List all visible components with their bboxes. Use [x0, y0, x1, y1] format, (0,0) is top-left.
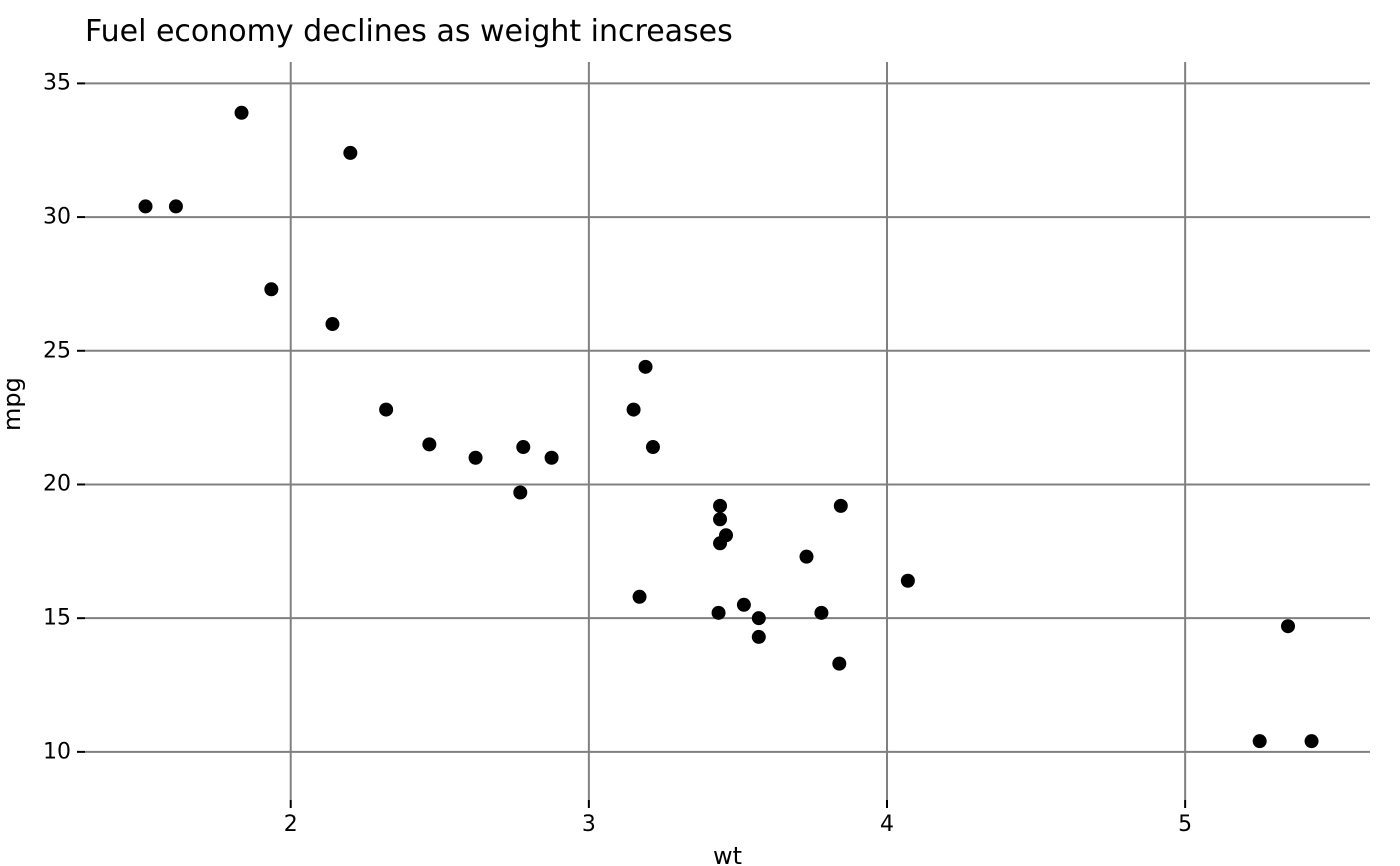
data-point: [422, 437, 436, 451]
data-point: [832, 657, 846, 671]
x-tick-label: 4: [880, 812, 894, 837]
data-point: [169, 199, 183, 213]
data-point: [1281, 619, 1295, 633]
data-point: [627, 403, 641, 417]
data-point: [712, 606, 726, 620]
data-point: [513, 486, 527, 500]
data-point: [264, 282, 278, 296]
grid-lines: [85, 62, 1370, 800]
y-tick-label: 30: [43, 205, 71, 230]
axis-ticks: [77, 83, 1185, 808]
data-point: [834, 499, 848, 513]
data-point: [713, 512, 727, 526]
data-point: [235, 106, 249, 120]
data-point: [545, 451, 559, 465]
data-point: [325, 317, 339, 331]
data-point: [752, 611, 766, 625]
scatter-chart: Fuel economy declines as weight increase…: [0, 0, 1400, 866]
data-point: [646, 440, 660, 454]
y-tick-label: 35: [43, 71, 71, 96]
data-point: [901, 574, 915, 588]
plot-area: [0, 0, 1400, 866]
data-points: [139, 106, 1319, 748]
x-tick-label: 2: [284, 812, 298, 837]
data-point: [1253, 734, 1267, 748]
x-tick-label: 3: [582, 812, 596, 837]
x-axis-label: wt: [713, 842, 742, 866]
y-tick-label: 10: [43, 739, 71, 764]
y-axis-label: mpg: [0, 377, 26, 431]
data-point: [737, 598, 751, 612]
data-point: [752, 630, 766, 644]
data-point: [713, 536, 727, 550]
data-point: [814, 606, 828, 620]
data-point: [139, 199, 153, 213]
x-tick-label: 5: [1178, 812, 1192, 837]
y-tick-label: 20: [43, 472, 71, 497]
data-point: [516, 440, 530, 454]
data-point: [379, 403, 393, 417]
data-point: [633, 590, 647, 604]
data-point: [639, 360, 653, 374]
data-point: [713, 499, 727, 513]
y-tick-label: 25: [43, 338, 71, 363]
y-tick-label: 15: [43, 606, 71, 631]
data-point: [469, 451, 483, 465]
data-point: [800, 550, 814, 564]
data-point: [343, 146, 357, 160]
data-point: [1305, 734, 1319, 748]
